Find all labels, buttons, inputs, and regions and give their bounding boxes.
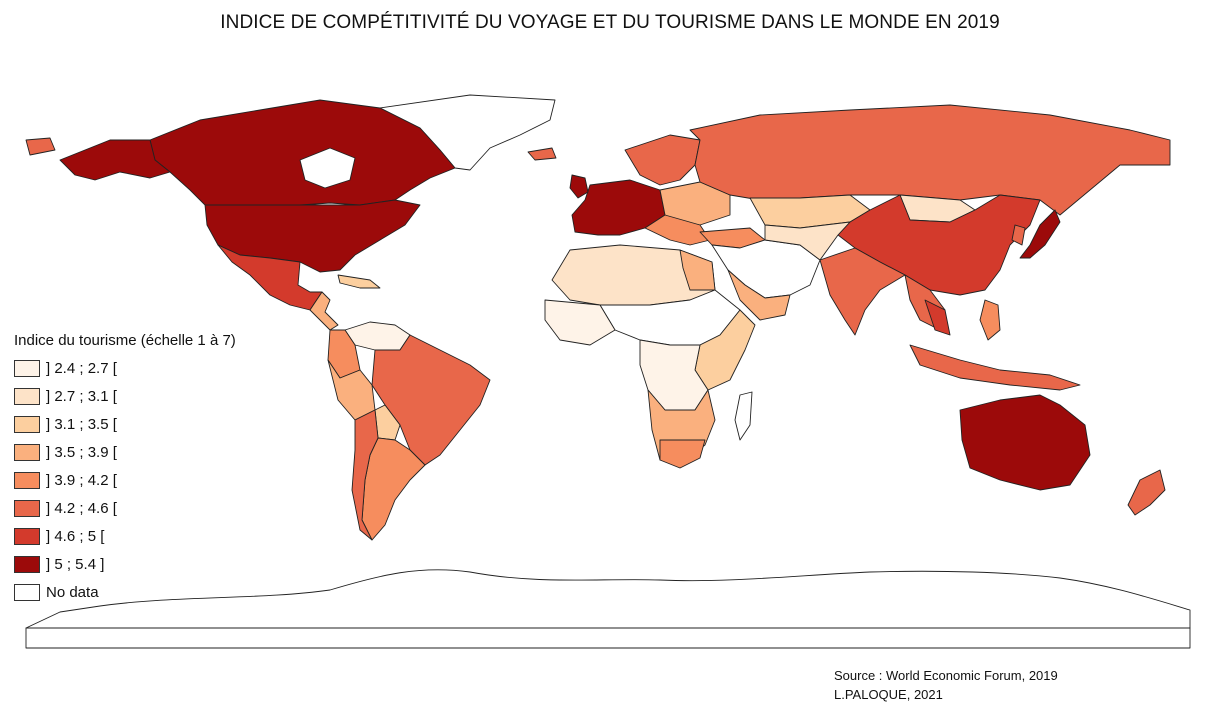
region-uk bbox=[569, 174, 589, 199]
region-western-europe bbox=[571, 179, 666, 236]
legend: Indice du tourisme (échelle 1 à 7) ] 2.4… bbox=[14, 332, 274, 606]
region-scandinavia bbox=[624, 134, 701, 186]
legend-swatch bbox=[14, 555, 40, 573]
legend-label: ] 5 ; 5.4 ] bbox=[46, 555, 105, 573]
region-caribbean bbox=[337, 274, 381, 289]
hudson-bay bbox=[299, 147, 356, 189]
region-central-asia bbox=[764, 221, 851, 261]
legend-label: ] 4.6 ; 5 [ bbox=[46, 527, 105, 545]
region-saudi-arabia bbox=[727, 269, 791, 321]
legend-item: No data bbox=[14, 578, 274, 606]
legend-item: ] 3.1 ; 3.5 [ bbox=[14, 410, 274, 438]
legend-label: No data bbox=[46, 583, 99, 601]
region-japan bbox=[1019, 209, 1061, 259]
region-middle-east bbox=[711, 239, 821, 299]
map-title: INDICE DE COMPÉTITIVITÉ DU VOYAGE ET DU … bbox=[220, 12, 1000, 33]
region-peru bbox=[327, 359, 376, 421]
region-australia bbox=[959, 394, 1091, 491]
region-new-zealand bbox=[1127, 469, 1166, 516]
legend-label: ] 3.9 ; 4.2 [ bbox=[46, 471, 117, 489]
region-south-africa bbox=[659, 439, 706, 469]
legend-item: ] 3.5 ; 3.9 [ bbox=[14, 438, 274, 466]
author-line: L.PALOQUE, 2021 bbox=[834, 687, 943, 702]
region-canada bbox=[149, 99, 456, 206]
legend-swatch bbox=[14, 499, 40, 517]
legend-swatch bbox=[14, 415, 40, 433]
region-west-africa bbox=[544, 299, 616, 346]
legend-item: ] 2.4 ; 2.7 [ bbox=[14, 354, 274, 382]
legend-swatch bbox=[14, 527, 40, 545]
legend-swatch bbox=[14, 583, 40, 601]
region-madagascar bbox=[734, 391, 753, 441]
region-indonesia bbox=[909, 344, 1081, 391]
legend-swatch bbox=[14, 387, 40, 405]
legend-item: ] 5 ; 5.4 ] bbox=[14, 550, 274, 578]
legend-item: ] 3.9 ; 4.2 [ bbox=[14, 466, 274, 494]
region-antarctica-coast bbox=[25, 569, 1191, 629]
legend-label: ] 2.7 ; 3.1 [ bbox=[46, 387, 117, 405]
legend-label: ] 2.4 ; 2.7 [ bbox=[46, 359, 117, 377]
region-far-west-strip bbox=[25, 137, 56, 156]
legend-item: ] 4.2 ; 4.6 [ bbox=[14, 494, 274, 522]
region-antarctica bbox=[25, 627, 1191, 649]
region-alaska bbox=[59, 139, 171, 181]
region-egypt bbox=[679, 249, 716, 291]
region-chile bbox=[351, 409, 379, 541]
legend-swatch bbox=[14, 359, 40, 377]
region-central-america bbox=[309, 291, 339, 331]
legend-item: ] 2.7 ; 3.1 [ bbox=[14, 382, 274, 410]
legend-swatch bbox=[14, 471, 40, 489]
legend-label: ] 3.5 ; 3.9 [ bbox=[46, 443, 117, 461]
region-thailand bbox=[924, 299, 951, 336]
region-philippines bbox=[979, 299, 1001, 341]
source-credit: Source : World Economic Forum, 2019 L.PA… bbox=[834, 666, 1058, 704]
region-india bbox=[819, 247, 906, 336]
region-korea bbox=[1011, 224, 1026, 246]
legend-label: ] 3.1 ; 3.5 [ bbox=[46, 415, 117, 433]
legend-title: Indice du tourisme (échelle 1 à 7) bbox=[14, 332, 236, 349]
legend-swatch bbox=[14, 443, 40, 461]
region-iceland bbox=[527, 147, 557, 161]
source-line: Source : World Economic Forum, 2019 bbox=[834, 668, 1058, 683]
legend-label: ] 4.2 ; 4.6 [ bbox=[46, 499, 117, 517]
legend-item: ] 4.6 ; 5 [ bbox=[14, 522, 274, 550]
